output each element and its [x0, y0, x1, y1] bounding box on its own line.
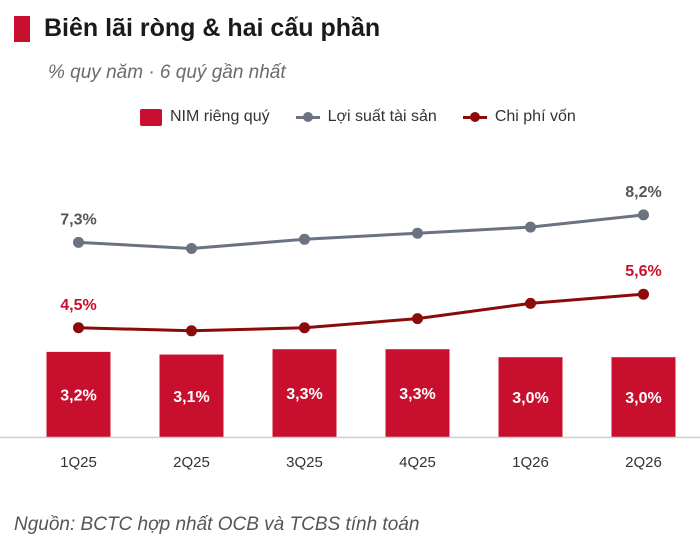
data-label-cost-1Q25: 4,5%	[60, 297, 96, 314]
line-cost	[78, 292, 644, 333]
bar-label-nim-2Q25: 3,1%	[173, 389, 209, 406]
bar-nim-1Q26	[498, 357, 563, 437]
x-tick-label-2Q25: 2Q25	[173, 454, 210, 471]
bar-label-nim-3Q25: 3,3%	[286, 386, 322, 403]
bar-nim-2Q26	[611, 357, 676, 437]
point-yield-3Q25	[299, 233, 310, 245]
legend: NIM riêng quý Lợi suất tài sản Chi phí v…	[140, 108, 602, 126]
point-yield-2Q26	[638, 209, 649, 221]
legend-item-nim: NIM riêng quý	[140, 108, 270, 126]
title-row: Biên lãi ròng & hai cấu phần	[14, 14, 380, 43]
point-yield-4Q25	[412, 227, 423, 239]
title-accent-bar	[14, 15, 30, 42]
point-yield-2Q25	[186, 242, 197, 254]
x-tick-label-3Q25: 3Q25	[286, 454, 323, 471]
chart-subtitle: % quy năm · 6 quý gần nhất	[48, 62, 286, 83]
point-cost-2Q25	[186, 325, 197, 337]
data-label-yield-1Q25: 7,3%	[60, 211, 96, 228]
point-cost-4Q25	[412, 313, 423, 325]
point-cost-2Q26	[638, 288, 649, 300]
legend-item-yield: Lợi suất tài sản	[295, 108, 437, 126]
data-label-cost-2Q26: 5,6%	[625, 263, 661, 280]
bar-label-nim-1Q26: 3,0%	[512, 390, 548, 407]
chart-title: Biên lãi ròng & hai cấu phần	[44, 14, 381, 42]
x-tick-label-2Q26: 2Q26	[625, 454, 662, 471]
x-tick-label-1Q25: 1Q25	[60, 454, 97, 471]
point-cost-1Q26	[525, 297, 536, 309]
legend-label-yield: Lợi suất tài sản	[327, 108, 437, 125]
legend-item-cost: Chi phí vốn	[462, 108, 576, 126]
x-tick-label-4Q25: 4Q25	[399, 454, 436, 471]
point-yield-1Q26	[525, 221, 536, 233]
bar-nim-3Q25	[272, 349, 337, 437]
point-cost-3Q25	[299, 322, 310, 334]
source-note: Nguồn: BCTC hợp nhất OCB và TCBS tính to…	[14, 514, 420, 535]
bar-label-nim-2Q26: 3,0%	[625, 390, 661, 407]
legend-swatch-yield-line	[295, 111, 320, 123]
legend-label-nim: NIM riêng quý	[170, 108, 270, 125]
data-label-yield-2Q26: 8,2%	[625, 184, 661, 201]
legend-swatch-cost-line	[462, 111, 487, 123]
legend-label-cost: Chi phí vốn	[494, 108, 576, 125]
point-cost-1Q25	[73, 322, 84, 334]
x-tick-label-1Q26: 1Q26	[512, 454, 549, 471]
bar-nim-1Q25	[46, 351, 111, 437]
bar-nim-4Q25	[385, 349, 450, 437]
bar-nim-2Q25	[159, 354, 224, 437]
bar-label-nim-1Q25: 3,2%	[60, 387, 96, 404]
line-yield	[78, 213, 644, 250]
point-yield-1Q25	[73, 236, 84, 248]
bar-label-nim-4Q25: 3,3%	[399, 386, 435, 403]
legend-swatch-bar	[140, 108, 162, 126]
